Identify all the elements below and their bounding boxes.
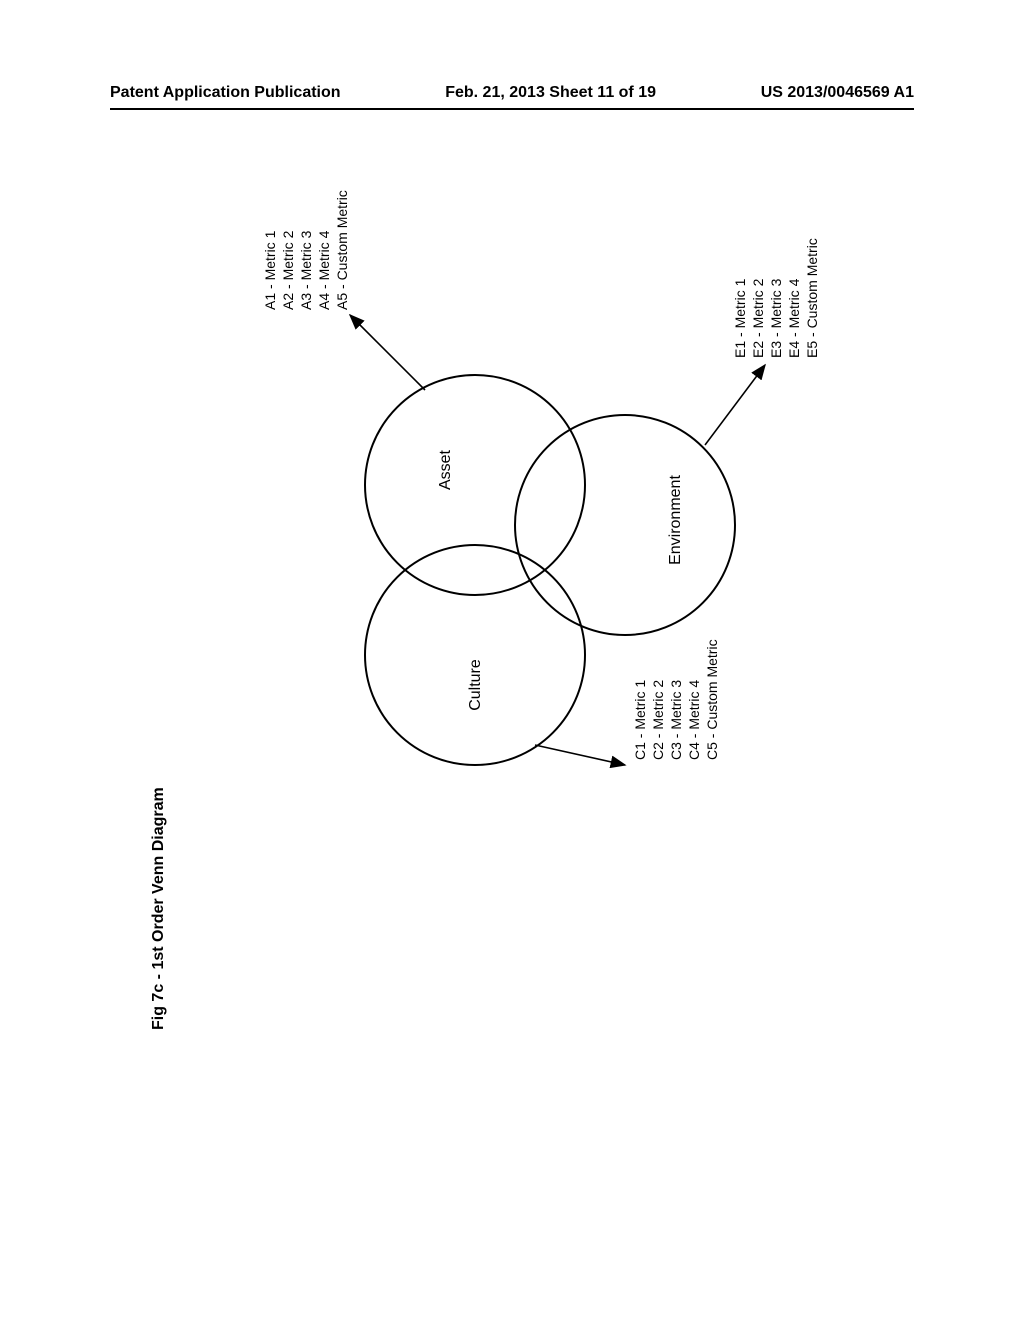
metric-item-asset-2: A3 - Metric 3: [298, 230, 314, 310]
metric-item-culture-0: C1 - Metric 1: [632, 680, 648, 760]
metric-item-environment-2: E3 - Metric 3: [768, 278, 784, 358]
metric-item-culture-1: C2 - Metric 2: [650, 680, 666, 760]
header-left: Patent Application Publication: [110, 84, 341, 102]
metric-item-environment-3: E4 - Metric 4: [786, 278, 802, 358]
header-right: US 2013/0046569 A1: [761, 84, 914, 102]
page: Patent Application Publication Feb. 21, …: [0, 0, 1024, 1320]
metric-item-culture-4: C5 - Custom Metric: [704, 639, 720, 760]
metric-list-asset: A1 - Metric 1A2 - Metric 2A3 - Metric 3A…: [262, 190, 350, 310]
callout-arrow-environment: [705, 365, 765, 445]
metric-item-asset-4: A5 - Custom Metric: [334, 190, 350, 310]
metric-item-environment-0: E1 - Metric 1: [732, 278, 748, 358]
venn-label-environment: Environment: [667, 475, 684, 565]
metric-item-environment-4: E5 - Custom Metric: [804, 238, 820, 358]
page-header: Patent Application Publication Feb. 21, …: [0, 84, 1024, 102]
venn-circle-environment: [515, 415, 735, 635]
metric-item-asset-1: A2 - Metric 2: [280, 230, 296, 310]
header-center: Feb. 21, 2013 Sheet 11 of 19: [445, 84, 656, 102]
metric-item-asset-0: A1 - Metric 1: [262, 230, 278, 310]
metric-list-environment: E1 - Metric 1E2 - Metric 2E3 - Metric 3E…: [732, 238, 820, 358]
callout-arrow-asset: [350, 315, 425, 390]
metric-item-asset-3: A4 - Metric 4: [316, 230, 332, 310]
figure-title: Fig 7c - 1st Order Venn Diagram: [150, 787, 168, 1030]
venn-circle-culture: [365, 545, 585, 765]
venn-label-asset: Asset: [437, 449, 454, 490]
header-rule: [110, 108, 914, 110]
metric-item-culture-2: C3 - Metric 3: [668, 680, 684, 760]
venn-label-culture: Culture: [467, 659, 484, 711]
venn-diagram: Culture Asset Environment C1 - Metric 1C2 -…: [0, 0, 1024, 1320]
metric-item-culture-3: C4 - Metric 4: [686, 680, 702, 760]
metric-list-culture: C1 - Metric 1C2 - Metric 2C3 - Metric 3C…: [632, 639, 720, 760]
callout-arrow-culture: [535, 745, 625, 765]
venn-circle-asset: [365, 375, 585, 595]
metric-item-environment-1: E2 - Metric 2: [750, 278, 766, 358]
